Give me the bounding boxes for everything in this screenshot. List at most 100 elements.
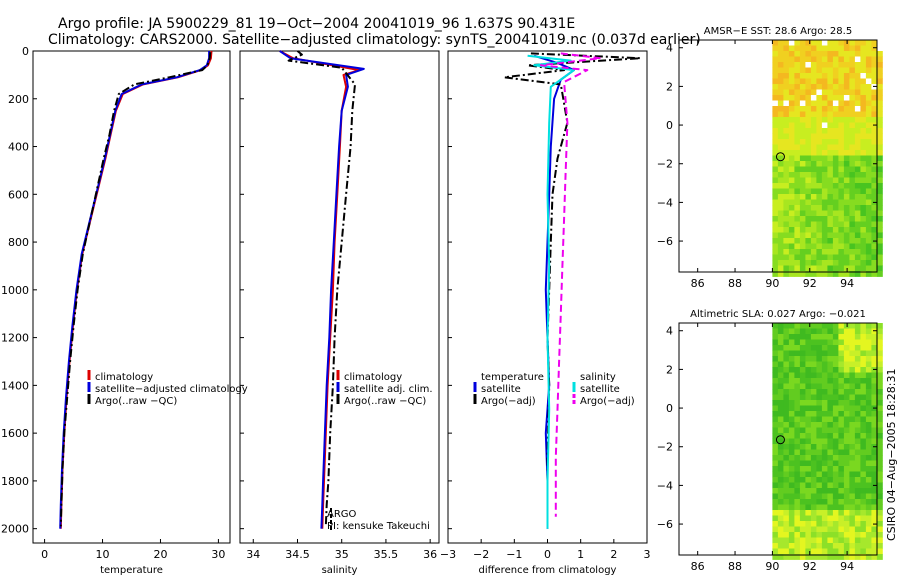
sla-map-cell <box>860 532 867 538</box>
sla-map-cell <box>821 350 828 357</box>
sst-map-cell <box>772 172 779 178</box>
sst-map-cell <box>783 172 790 178</box>
sla-map-cell <box>865 383 872 390</box>
temperature-legend-label: satellite−adjusted climatology <box>95 384 248 395</box>
sst-map-cell <box>821 271 828 277</box>
sla-map-cell <box>843 389 850 395</box>
sst-map-cell <box>849 73 856 79</box>
sst-map-cell <box>843 166 850 173</box>
sst-map-cell <box>849 100 856 107</box>
sla-map-cell <box>799 438 806 445</box>
sst-map-cell <box>876 150 883 156</box>
sst-map-cell <box>821 111 828 118</box>
sst-map-cell <box>799 199 806 206</box>
sla-map-cell <box>849 460 856 467</box>
sla-map-cell <box>783 477 790 483</box>
sla-map-cell <box>799 444 806 450</box>
sla-map-xtick-label: 92 <box>803 560 817 573</box>
sst-map-cell <box>860 221 867 228</box>
sla-map-cell <box>865 405 872 412</box>
sla-map-cell <box>816 526 823 533</box>
sst-map-cell <box>794 67 801 74</box>
sst-map-cell <box>871 249 878 255</box>
sst-map-cell <box>849 155 856 162</box>
sst-map-cell <box>805 133 812 140</box>
sla-map-cell <box>810 554 817 560</box>
sla-map-cell <box>865 548 872 555</box>
sla-map-cell <box>860 515 867 522</box>
sla-map-cell <box>832 554 839 560</box>
sst-map-cell <box>843 260 850 266</box>
sst-map-cell <box>843 62 850 68</box>
sla-map-cell <box>843 554 850 560</box>
sla-map-cell <box>876 350 883 357</box>
sla-map-cell <box>876 389 883 395</box>
sst-map-cell <box>810 210 817 217</box>
sst-map-cell <box>871 210 878 217</box>
sla-map-cell <box>805 537 812 544</box>
sst-map-cell <box>860 188 867 195</box>
sst-map-cell <box>799 177 806 184</box>
sla-map-cell <box>772 389 779 395</box>
sst-map-cell <box>838 150 845 156</box>
sla-map-xtick-label: 88 <box>728 560 742 573</box>
sst-map-cell <box>827 249 834 255</box>
sla-map-cell <box>838 422 845 428</box>
sst-map-cell <box>821 122 828 129</box>
sst-map-cell <box>805 216 812 222</box>
sla-map-cell <box>788 438 795 445</box>
sst-map-cell <box>799 111 806 118</box>
sst-map-cell <box>854 254 861 261</box>
sla-map-cell <box>772 460 779 467</box>
sla-map-cell <box>876 394 883 401</box>
sla-map-cell <box>860 323 867 329</box>
sst-map-cell <box>805 232 812 239</box>
sla-map-cell <box>788 526 795 533</box>
sla-map-cell <box>821 339 828 346</box>
sst-map-cell <box>849 271 856 277</box>
sst-map-cell <box>783 243 790 250</box>
sst-map-cell <box>849 133 856 140</box>
sla-map-cell <box>843 532 850 538</box>
sla-map-cell <box>843 482 850 489</box>
sst-map-cell <box>876 111 883 118</box>
sst-map-cell <box>876 67 883 74</box>
sla-map-cell <box>788 383 795 390</box>
sla-map-cell <box>843 499 850 505</box>
sla-map-cell <box>838 499 845 505</box>
sst-map-cell <box>838 166 845 173</box>
sst-map-cell <box>843 216 850 222</box>
sla-map-cell <box>827 521 834 527</box>
sla-map-cell <box>865 427 872 434</box>
sla-map-cell <box>854 389 861 395</box>
sla-map-cell <box>821 504 828 511</box>
sst-map-cell <box>794 210 801 217</box>
sst-map-cell <box>816 216 823 222</box>
sst-map-cell <box>816 67 823 74</box>
sla-map-cell <box>865 345 872 351</box>
temperature-profile-ytick-label: 0 <box>22 45 29 58</box>
sst-map-cell <box>772 133 779 140</box>
sst-map-cell <box>777 155 784 162</box>
sst-map-cell <box>794 221 801 228</box>
sst-map-cell <box>794 133 801 140</box>
sst-map-cell <box>799 238 806 244</box>
sst-map-cell <box>777 100 784 107</box>
sla-map-cell <box>805 543 812 549</box>
sst-map-cell <box>810 106 817 112</box>
sla-map-cell <box>854 460 861 467</box>
sla-map-cell <box>871 438 878 445</box>
sla-map-cell <box>871 427 878 434</box>
sst-map-cell <box>865 188 872 195</box>
sst-map-cell <box>838 100 845 107</box>
sla-map-cell <box>821 328 828 335</box>
sla-map-cell <box>849 515 856 522</box>
sst-map-cell <box>777 260 784 266</box>
sst-map-cell <box>865 56 872 63</box>
sst-map-cell <box>860 199 867 206</box>
sst-map-cell <box>816 150 823 156</box>
sla-map-cell <box>876 521 883 527</box>
sla-map-cell <box>865 460 872 467</box>
sla-map-cell <box>799 345 806 351</box>
sla-map-cell <box>827 493 834 500</box>
